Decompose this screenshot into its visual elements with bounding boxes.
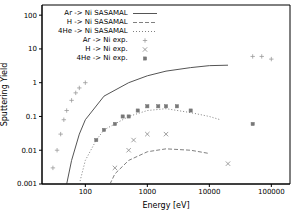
svg-text:100: 100: [24, 12, 37, 20]
html-text:H -> Ni SASAMAL: H -> Ni SASAMAL: [66, 18, 128, 26]
svg-text:100: 100: [79, 188, 92, 196]
svg-text:Energy [eV]: Energy [eV]: [142, 201, 189, 210]
svg-text:1000: 1000: [138, 188, 156, 196]
svg-text:10000: 10000: [198, 188, 220, 196]
svg-text:0.001: 0.001: [17, 180, 37, 188]
html-text:H -> Ni exp.: H -> Ni exp.: [85, 45, 128, 53]
svg-text:Sputtering Yield: Sputtering Yield: [8, 63, 9, 127]
svg-text:1: 1: [33, 79, 37, 87]
html-text:Ar -> Ni exp.: Ar -> Ni exp.: [82, 36, 128, 44]
html-text:4He -> Ni exp.: 4He -> Ni exp.: [76, 54, 128, 62]
svg-text:0.1: 0.1: [26, 113, 37, 121]
html-text:Ar -> Ni SASAMAL: Ar -> Ni SASAMAL: [64, 9, 128, 17]
svg-text:10: 10: [28, 45, 37, 53]
html-text:4He -> Ni SASAMAL: 4He -> Ni SASAMAL: [58, 27, 128, 35]
svg-text:100000: 100000: [258, 188, 285, 196]
svg-text:0.01: 0.01: [21, 147, 37, 155]
